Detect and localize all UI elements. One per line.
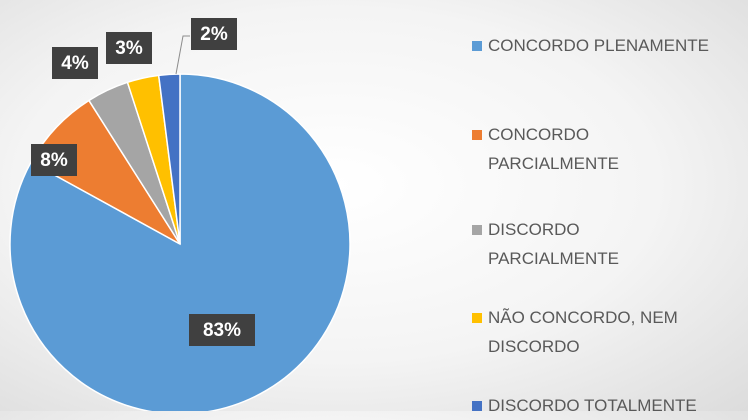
legend-item: CONCORDO PLENAMENTE (472, 31, 709, 60)
data-label: 3% (115, 38, 143, 59)
label-box (106, 32, 152, 64)
label-box (31, 144, 77, 176)
legend-item: CONCORDO PARCIALMENTE (472, 120, 713, 178)
legend-label: CONCORDO PARCIALMENTE (488, 125, 619, 173)
legend-item: NÃO CONCORDO, NEM DISCORDO (472, 303, 713, 361)
label-box (52, 47, 98, 79)
legend-item: DISCORDO TOTALMENTE (472, 391, 713, 420)
legend-swatch (472, 130, 482, 140)
legend-label: CONCORDO PLENAMENTE (488, 36, 710, 55)
legend-label: DISCORDO TOTALMENTE (488, 396, 697, 415)
legend-label: NÃO CONCORDO, NEM DISCORDO (488, 308, 678, 356)
chart: 83% 8% 4% 3% 2% (9, 18, 351, 411)
legend-label: DISCORDO PARCIALMENTE (488, 220, 619, 268)
leader-line (175, 35, 190, 75)
legend-swatch (472, 41, 482, 51)
label-box (191, 18, 237, 50)
data-label: 4% (61, 53, 89, 74)
data-label: 2% (200, 24, 228, 45)
pie-slice (9, 73, 351, 411)
data-label: 83% (203, 320, 241, 341)
data-label: 8% (40, 150, 68, 171)
legend-item: DISCORDO PARCIALMENTE (472, 215, 713, 273)
pie-slice (157, 73, 181, 245)
label-box (189, 314, 255, 346)
legend-swatch (472, 313, 482, 323)
legend-swatch (472, 225, 482, 235)
legend-swatch (472, 401, 482, 411)
